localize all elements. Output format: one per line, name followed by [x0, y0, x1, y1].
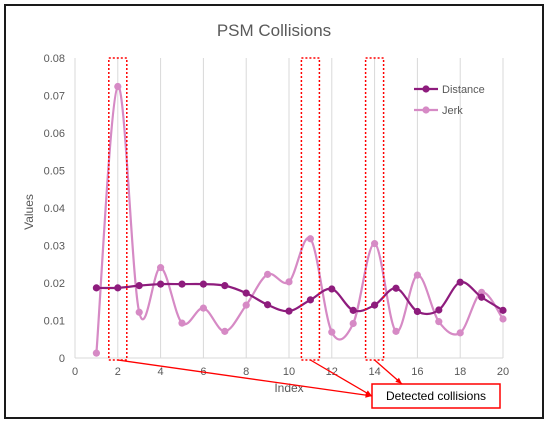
jerk-point	[328, 328, 336, 336]
jerk-point	[92, 349, 100, 357]
y-tick-label: 0.01	[44, 316, 65, 328]
distance-point	[242, 289, 250, 297]
chart-frame: PSM Collisions 02468101214161820 00.010.…	[4, 4, 544, 419]
y-tick-label: 0.02	[44, 278, 65, 290]
callout-label: Detected collisions	[386, 389, 486, 403]
jerk-point	[199, 304, 207, 312]
legend-distance-marker	[422, 85, 430, 93]
x-tick-label: 16	[411, 366, 423, 378]
distance-point	[199, 280, 207, 288]
x-tick-label: 10	[283, 366, 295, 378]
jerk-point	[242, 301, 250, 309]
x-tick-label: 14	[368, 366, 380, 378]
callout-box	[371, 383, 501, 409]
jerk-point	[178, 319, 186, 327]
jerk-point	[435, 318, 443, 326]
jerk-point	[306, 235, 314, 243]
x-tick-label: 20	[497, 366, 509, 378]
distance-point	[499, 306, 507, 314]
legend-jerk-label: Jerk	[442, 105, 463, 117]
y-tick-label: 0.04	[44, 203, 65, 215]
x-tick-label: 8	[243, 366, 249, 378]
callout-arrow	[310, 359, 373, 397]
series-layer	[92, 82, 507, 357]
distance-point	[328, 285, 336, 293]
legend-distance-label: Distance	[442, 84, 485, 96]
distance-point	[114, 284, 122, 292]
distance-point	[456, 278, 464, 286]
chart-title: PSM Collisions	[217, 21, 331, 40]
collision-highlight-box	[300, 57, 321, 361]
y-tick-labels: 0 0.01 0.02 0.03 0.04 0.05 0.06 0.07 0.08	[44, 53, 65, 365]
distance-point	[478, 293, 486, 301]
y-axis-title: Values	[22, 194, 36, 230]
distance-point	[92, 284, 100, 292]
distance-point	[157, 280, 165, 288]
legend-jerk-marker	[422, 106, 430, 114]
distance-point	[371, 301, 379, 309]
legend: Distance Jerk	[414, 84, 485, 117]
distance-point	[435, 306, 443, 314]
jerk-point	[371, 240, 379, 248]
jerk-point	[135, 308, 143, 316]
jerk-line	[95, 85, 504, 354]
jerk-point	[285, 278, 293, 286]
distance-point	[285, 307, 293, 315]
jerk-point	[157, 264, 165, 272]
grid-lines	[74, 58, 504, 359]
psm-collisions-chart: PSM Collisions 02468101214161820 00.010.…	[22, 21, 509, 409]
distance-point	[306, 296, 314, 304]
y-tick-label: 0.06	[44, 128, 65, 140]
jerk-point	[392, 327, 400, 335]
y-tick-label: 0	[59, 353, 65, 365]
x-tick-label: 18	[454, 366, 466, 378]
y-tick-label: 0.03	[44, 241, 65, 253]
y-tick-label: 0.05	[44, 166, 65, 178]
jerk-point	[499, 315, 507, 323]
jerk-point	[349, 319, 357, 328]
x-tick-label: 0	[72, 366, 78, 378]
jerk-point	[456, 329, 464, 337]
y-tick-label: 0.08	[44, 53, 65, 65]
jerk-point	[264, 270, 272, 278]
distance-point	[178, 280, 186, 288]
distance-point	[413, 307, 421, 316]
callout-arrow	[117, 359, 373, 397]
jerk-point	[114, 82, 122, 91]
distance-point	[349, 306, 357, 314]
x-tick-labels: 02468101214161820	[72, 366, 509, 378]
distance-series	[92, 278, 507, 316]
callout-arrowhead	[395, 377, 402, 384]
callout-arrowhead	[365, 390, 372, 396]
jerk-point	[413, 271, 421, 279]
y-tick-label: 0.07	[44, 91, 65, 103]
x-tick-label: 2	[115, 366, 121, 378]
distance-point	[264, 301, 272, 309]
collision-callout: Detected collisions	[371, 383, 501, 409]
collision-highlights	[108, 57, 403, 398]
distance-point	[392, 284, 400, 292]
distance-point	[135, 282, 143, 290]
jerk-point	[221, 327, 229, 335]
distance-point	[221, 282, 229, 290]
x-tick-label: 4	[158, 366, 164, 378]
jerk-series	[92, 82, 507, 357]
x-axis-title: Index	[274, 381, 303, 395]
